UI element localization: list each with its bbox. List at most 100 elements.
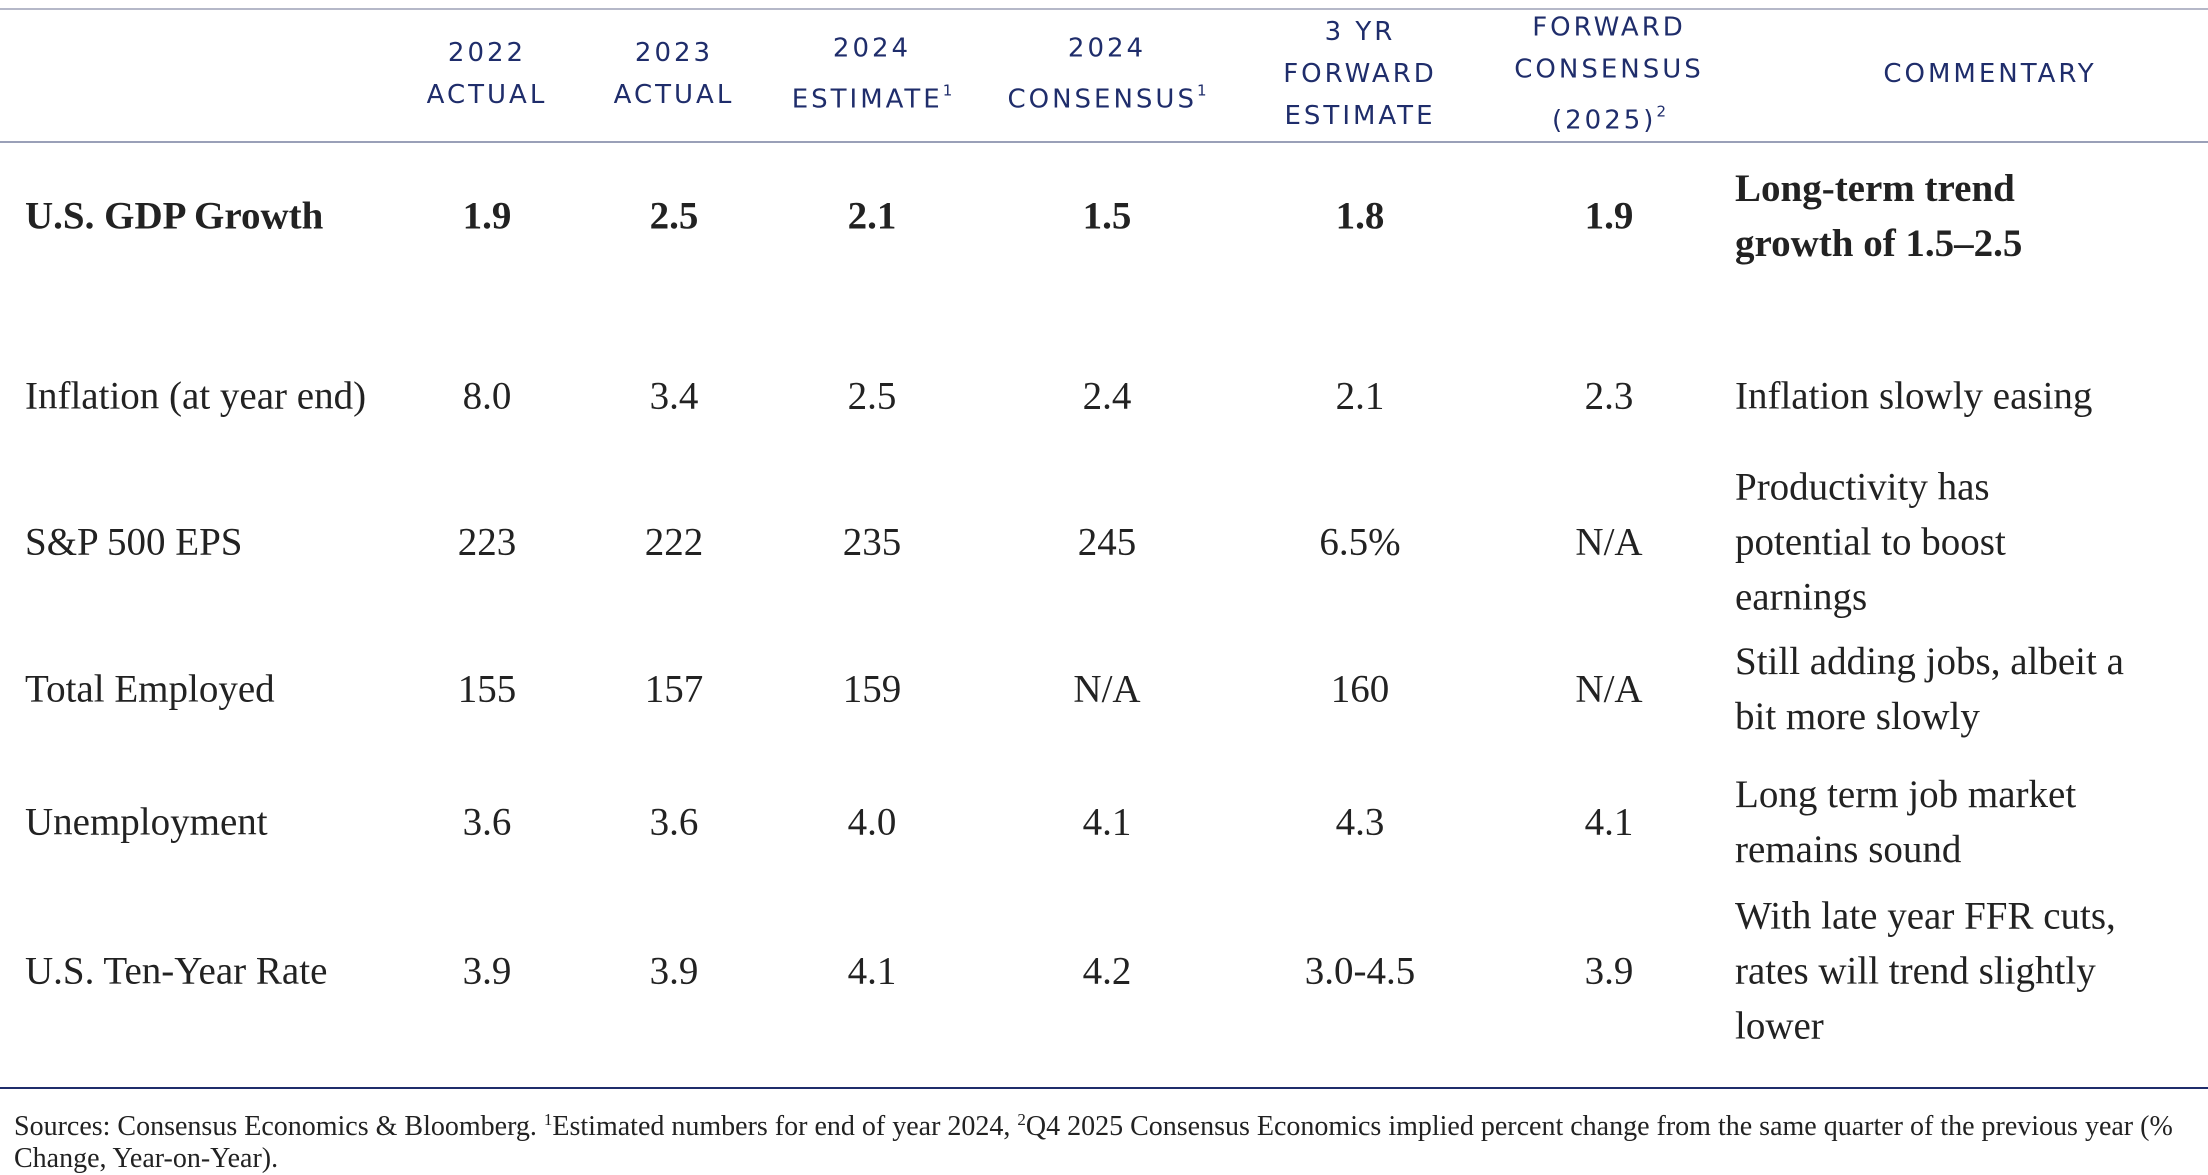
- row-label: Inflation (at year end): [25, 374, 367, 418]
- column-header: FORWARD CONSENSUS (2025)2: [1514, 7, 1704, 142]
- cell: N/A: [1575, 520, 1643, 564]
- cell: 4.1: [1584, 800, 1634, 844]
- header-line: FORWARD: [1283, 53, 1437, 95]
- cell: 235: [842, 520, 902, 564]
- row-label: S&P 500 EPS: [25, 520, 243, 564]
- cell: 3.9: [462, 949, 512, 993]
- row-label: U.S. Ten-Year Rate: [25, 949, 328, 993]
- commentary-line: remains sound: [1735, 828, 1962, 871]
- header-line: 2022: [427, 32, 548, 74]
- header-text: CONSENSUS: [1007, 84, 1197, 115]
- commentary-line: Productivity has: [1735, 465, 1990, 509]
- header-line: ESTIMATE: [1283, 95, 1437, 137]
- cell: 6.5%: [1319, 520, 1401, 564]
- header-line: (2025)2: [1514, 91, 1704, 142]
- cell: 2.1: [1335, 374, 1385, 418]
- cell: 1.9: [462, 194, 512, 238]
- commentary-line: Long-term trend: [1735, 167, 2015, 210]
- bottom-rule: [0, 1087, 2208, 1089]
- header-line: ESTIMATE1: [792, 70, 953, 121]
- cell: 159: [842, 667, 902, 711]
- header-text: 2024: [1067, 33, 1147, 64]
- row-label: Total Employed: [25, 667, 275, 711]
- note-marker: 1: [1196, 81, 1207, 100]
- header-line: 3 YR: [1283, 11, 1437, 53]
- commentary-line: bit more slowly: [1735, 695, 1980, 738]
- header-text: 2023: [634, 38, 714, 68]
- header-text: COMMENTARY: [1883, 59, 2097, 89]
- cell: 3.6: [462, 800, 512, 844]
- header-line: 2023: [614, 32, 735, 74]
- column-header: 2024 CONSENSUS1: [1007, 28, 1206, 121]
- commentary: Long-term trend growth of 1.5–2.5: [1735, 161, 2022, 271]
- commentary-line: rates will trend slightly: [1735, 949, 2096, 993]
- cell: 2.1: [847, 194, 897, 238]
- header-line: ACTUAL: [614, 74, 735, 116]
- commentary: Inflation slowly easing: [1735, 369, 2092, 424]
- header-text: 2024: [832, 33, 912, 64]
- cell: 223: [457, 520, 517, 564]
- header-text: FORWARD: [1532, 12, 1686, 43]
- cell: 157: [644, 667, 704, 711]
- header-text: ACTUAL: [426, 80, 548, 110]
- cell: 4.2: [1082, 949, 1132, 993]
- cell: 3.0-4.5: [1304, 949, 1416, 993]
- header-rule: [0, 141, 2208, 143]
- commentary-line: lower: [1735, 1004, 1824, 1048]
- cell: 8.0: [462, 374, 512, 418]
- commentary-line: Inflation slowly easing: [1735, 374, 2093, 418]
- cell: 4.1: [1082, 800, 1132, 844]
- cell: 4.0: [847, 800, 897, 844]
- cell: 160: [1330, 667, 1390, 711]
- commentary: With late year FFR cuts, rates will trend…: [1735, 889, 2116, 1054]
- cell: 1.9: [1584, 194, 1634, 238]
- row-label: U.S. GDP Growth: [25, 194, 324, 238]
- footnote: Sources: Consensus Economics & Bloomberg…: [14, 1104, 2194, 1175]
- header-text: FORWARD: [1283, 59, 1437, 89]
- cell: 2.5: [847, 374, 897, 418]
- commentary-line: With late year FFR cuts,: [1735, 894, 2116, 938]
- cell: 1.5: [1082, 194, 1132, 238]
- header-line: 2024: [792, 28, 953, 70]
- note: Estimated numbers for end of year 2024,: [552, 1111, 1011, 1142]
- cell: 245: [1077, 520, 1137, 564]
- cell: 3.9: [1584, 949, 1634, 993]
- header-line: ACTUAL: [427, 74, 548, 116]
- commentary-line: earnings: [1735, 575, 1868, 619]
- cell: N/A: [1575, 667, 1643, 711]
- cell: N/A: [1073, 667, 1141, 711]
- top-rule: [0, 8, 2208, 10]
- cell: 2.3: [1584, 374, 1634, 418]
- header-text: 3 YR: [1324, 17, 1396, 47]
- header-text: (2025): [1551, 105, 1657, 136]
- source: Sources: Consensus Economics & Bloomberg…: [14, 1111, 537, 1142]
- cell: 4.3: [1335, 800, 1385, 844]
- header-line: CONSENSUS: [1514, 49, 1704, 91]
- cell: 4.1: [847, 949, 897, 993]
- header-text: ACTUAL: [613, 80, 735, 110]
- note-marker: 1: [942, 81, 953, 100]
- column-header: 2023 ACTUAL: [614, 32, 735, 116]
- commentary-line: Long term job market: [1735, 773, 2077, 816]
- commentary: Productivity has potential to boost earnin…: [1735, 460, 2006, 625]
- column-header: 3 YR FORWARD ESTIMATE: [1283, 11, 1437, 137]
- commentary-line: Still adding jobs, albeit a: [1735, 640, 2124, 683]
- cell: 2.5: [649, 194, 699, 238]
- cell: 3.4: [649, 374, 699, 418]
- cell: 155: [457, 667, 517, 711]
- column-header: 2022 ACTUAL: [427, 32, 548, 116]
- cell: 3.6: [649, 800, 699, 844]
- commentary: Long term job market remains sound: [1735, 767, 2076, 877]
- note-marker: 2: [1017, 1110, 1026, 1129]
- note-marker: 2: [1656, 102, 1666, 121]
- header-line: COMMENTARY: [1883, 53, 2096, 95]
- header-text: 2022: [447, 38, 527, 68]
- header-text: CONSENSUS: [1514, 54, 1704, 85]
- commentary-line: growth of 1.5–2.5: [1735, 222, 2023, 265]
- column-header: 2024 ESTIMATE1: [792, 28, 953, 121]
- cell: 222: [644, 520, 704, 564]
- header-line: 2024: [1007, 28, 1206, 70]
- cell: 3.9: [649, 949, 699, 993]
- row-label: Unemployment: [25, 800, 268, 844]
- header-line: CONSENSUS1: [1007, 70, 1206, 121]
